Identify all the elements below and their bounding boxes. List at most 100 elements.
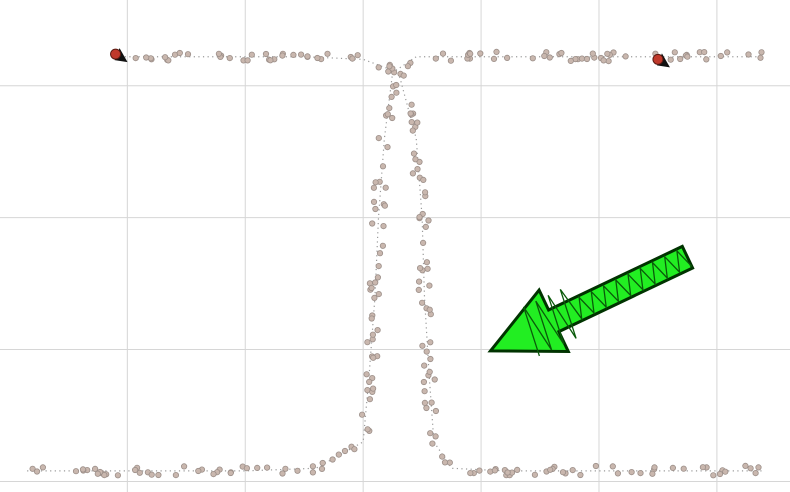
data-point [382,184,389,191]
data-point [404,63,411,70]
data-point [374,326,381,334]
data-point [745,51,752,58]
data-point [319,459,326,467]
data-point [372,179,379,186]
data-point [547,466,554,473]
data-point [181,463,188,470]
data-point [409,127,416,134]
data-point [370,354,377,361]
data-point [368,315,375,322]
data-point [364,339,371,346]
data-point [368,284,375,292]
data-point [370,184,377,191]
data-point [717,52,724,60]
data-point [427,339,434,346]
data-point [372,279,379,286]
data-point [39,464,47,471]
annotation-layer [487,244,695,357]
data-point [143,54,150,61]
data-point [710,472,717,479]
data-point [747,465,754,472]
data-point [384,144,391,151]
data-point [262,50,270,58]
data-point [684,53,691,60]
data-point [215,50,222,57]
annotation-arrow-texture [522,249,693,357]
data-point [388,93,395,101]
data-point [309,463,316,470]
data-point [476,467,483,474]
data-point [335,451,342,458]
data-point [604,50,611,57]
data-point [393,89,400,96]
data-point [162,54,169,61]
data-point [364,426,371,433]
data-point [375,135,382,142]
data-point [354,52,361,59]
data-points [29,48,765,479]
data-point [420,378,427,386]
data-point [592,462,600,470]
data-point [493,48,500,56]
data-point [423,348,430,355]
data-point [742,462,749,469]
data-point [393,81,400,89]
data-point [628,468,635,476]
data-point [79,466,87,473]
data-point [314,54,321,62]
data-point [559,469,567,476]
data-point [416,214,423,221]
data-point [389,114,396,122]
data-point [541,52,548,60]
data-point [400,72,407,79]
data-point [578,55,586,62]
data-point [569,466,576,474]
data-point [558,49,565,57]
data-point [716,470,724,478]
data-point [176,49,183,57]
data-point [329,456,336,463]
data-point [369,220,376,227]
data-point [304,53,311,60]
data-point [432,433,439,440]
data-point [577,471,584,479]
data-point [614,470,622,477]
data-point [414,166,421,173]
data-point [408,101,415,108]
data-point [423,404,430,412]
data-point [600,57,607,64]
data-point [467,50,474,57]
data-point [531,471,539,478]
data-point [408,119,415,126]
data-point [699,464,707,471]
data-point [371,294,378,301]
data-point [416,264,424,272]
data-point [351,446,358,453]
data-point [33,468,41,475]
data-point [758,49,765,56]
data-point [667,56,674,63]
data-point [669,464,677,471]
data-point [422,223,429,230]
data-point [172,471,179,479]
data-point [29,465,36,472]
data-point [427,355,434,363]
data-point [427,430,434,437]
data-point [703,56,710,63]
data-point [248,51,255,58]
data-point [419,239,427,246]
data-point [363,371,370,378]
data-point [491,467,498,474]
data-point [421,399,428,406]
data-point [267,57,274,64]
data-point [148,471,155,478]
data-point [425,217,432,224]
data-point [421,189,429,196]
data-point [372,205,379,213]
data-point [529,55,536,62]
data-point [94,470,101,477]
data-point [341,447,349,455]
data-point [637,469,644,477]
data-point [671,49,678,56]
